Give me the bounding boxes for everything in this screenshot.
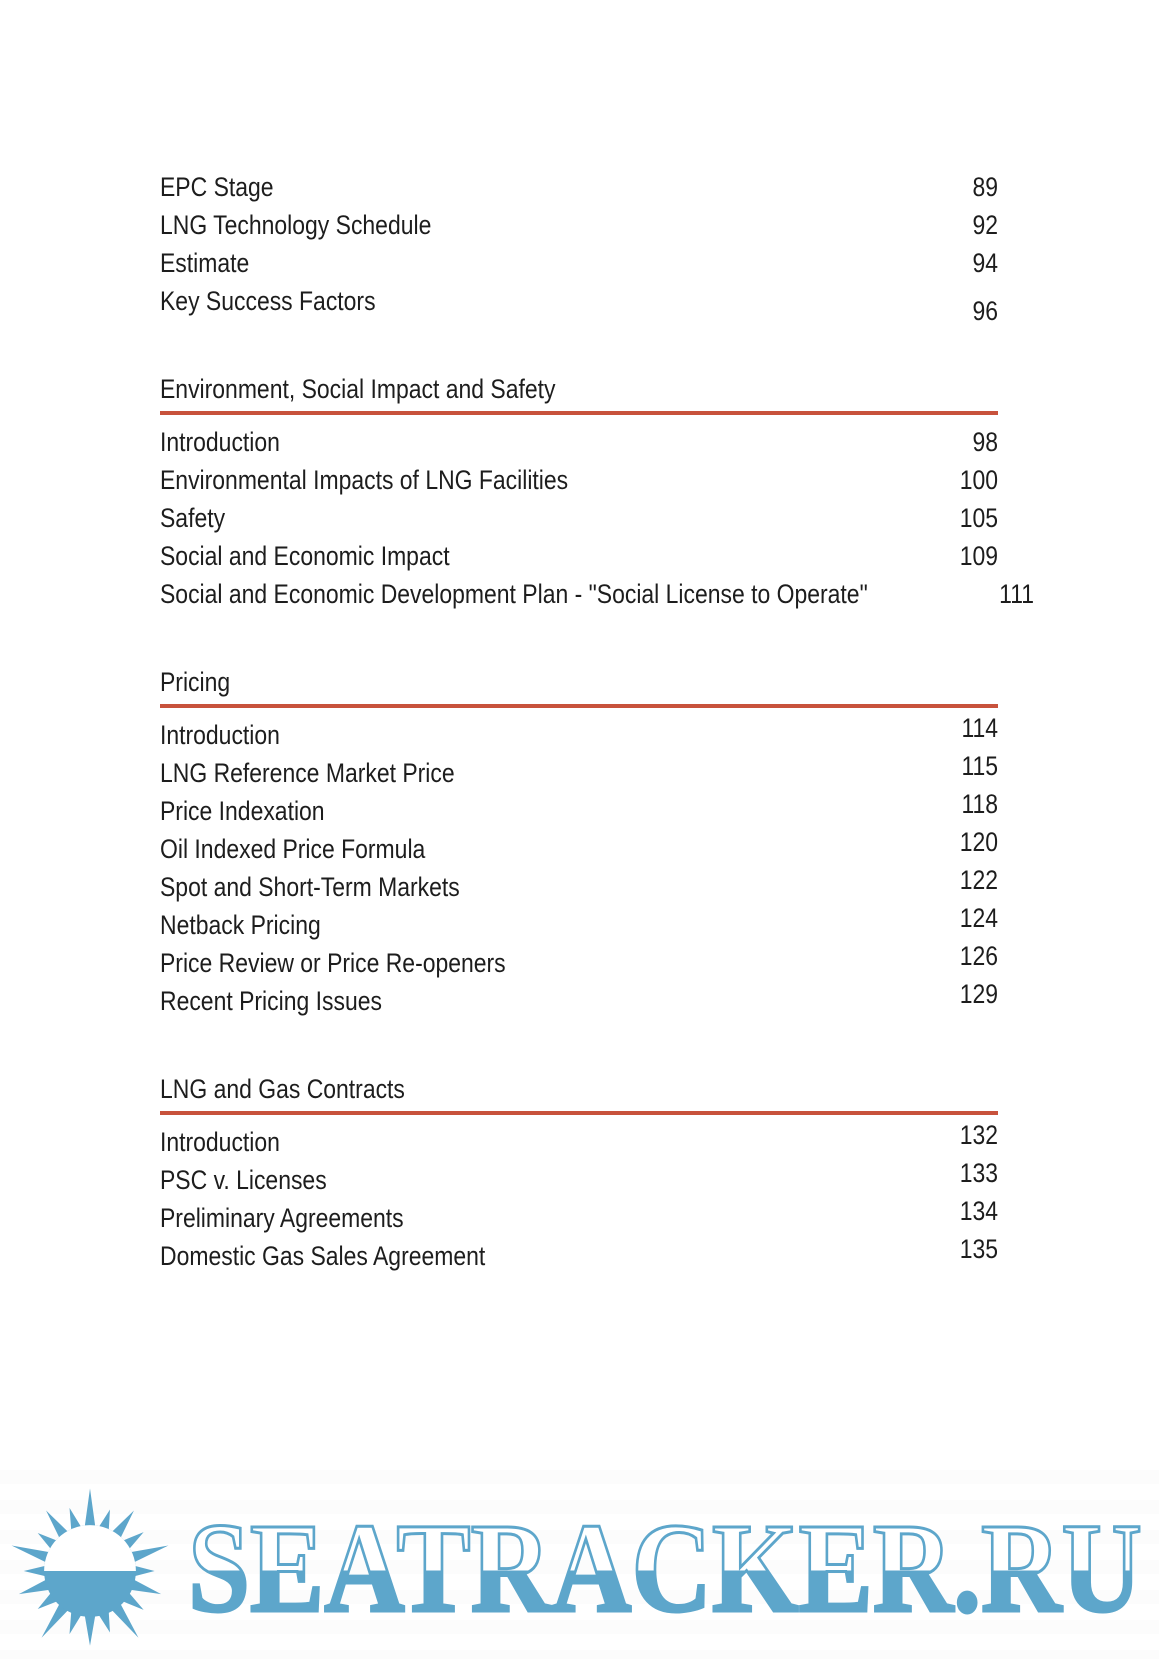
toc-row: Social and Economic Development Plan - "…	[160, 575, 1034, 613]
toc-row: Netback Pricing 124	[160, 903, 998, 944]
watermark-text: SEATRACKER.RU SEATRACKER.RU	[187, 1503, 1144, 1634]
sun-logo-icon	[11, 1488, 169, 1646]
toc-row: Oil Indexed Price Formula 120	[160, 827, 998, 868]
toc-item-page: 114	[961, 713, 998, 743]
toc-item-label: LNG Reference Market Price	[160, 758, 455, 788]
section-heading: LNG and Gas Contracts	[160, 1074, 405, 1104]
toc-item-page: 109	[959, 541, 998, 571]
toc-row: Safety 105	[160, 499, 998, 537]
toc-item-label: Oil Indexed Price Formula	[160, 834, 426, 864]
section-heading-group: Environment, Social Impact and Safety	[160, 370, 998, 415]
toc-item-label: LNG Technology Schedule	[160, 210, 432, 240]
toc-section: Pricing Introduction 114 LNG Reference M…	[160, 663, 998, 1020]
toc-item-label: Recent Pricing Issues	[160, 986, 382, 1016]
toc-item-page: 126	[959, 941, 998, 971]
toc-row: Introduction 132	[160, 1120, 998, 1161]
toc-item-page: 89	[972, 172, 998, 202]
toc-row: Price Review or Price Re-openers 126	[160, 941, 998, 982]
toc-item-label: PSC v. Licenses	[160, 1165, 327, 1195]
section-rule	[160, 1111, 998, 1115]
toc-row: Introduction 98	[160, 423, 998, 461]
toc-item-page: 115	[961, 751, 998, 781]
toc-row: Key Success Factors 96	[160, 282, 998, 326]
section-heading-group: LNG and Gas Contracts	[160, 1070, 998, 1115]
toc: EPC Stage 89 LNG Technology Schedule 92 …	[160, 160, 1034, 1275]
toc-item-page: 96	[972, 296, 998, 326]
toc-item-label: EPC Stage	[160, 172, 274, 202]
toc-item-label: Social and Economic Development Plan - "…	[160, 579, 868, 609]
section-heading: Environment, Social Impact and Safety	[160, 374, 556, 404]
toc-item-label: Environmental Impacts of LNG Facilities	[160, 465, 569, 495]
toc-item-page: 100	[959, 465, 998, 495]
toc-rows: EPC Stage 89 LNG Technology Schedule 92 …	[160, 168, 998, 326]
toc-row: Price Indexation 118	[160, 789, 998, 830]
toc-item-page: 94	[972, 248, 998, 278]
toc-section: LNG and Gas Contracts Introduction 132 P…	[160, 1070, 998, 1275]
toc-row: LNG Reference Market Price 115	[160, 751, 998, 792]
toc-rows: Introduction 114 LNG Reference Market Pr…	[160, 713, 998, 1020]
toc-item-page: 122	[959, 865, 998, 895]
toc-item-page: 133	[959, 1158, 998, 1188]
toc-row: LNG Technology Schedule 92	[160, 206, 998, 244]
toc-item-page: 105	[959, 503, 998, 533]
toc-item-label: Estimate	[160, 248, 250, 278]
toc-row: Spot and Short-Term Markets 122	[160, 865, 998, 906]
section-rule	[160, 411, 998, 415]
toc-row: PSC v. Licenses 133	[160, 1158, 998, 1199]
sun-dome	[44, 1525, 136, 1571]
watermark-text-fill: SEATRACKER.RU	[188, 1497, 1142, 1639]
toc-item-page: 134	[959, 1196, 998, 1226]
toc-rows: Introduction 98 Environmental Impacts of…	[160, 423, 1034, 613]
toc-rows: Introduction 132 PSC v. Licenses 133 Pre…	[160, 1120, 998, 1275]
toc-section: EPC Stage 89 LNG Technology Schedule 92 …	[160, 168, 998, 326]
toc-item-label: Netback Pricing	[160, 910, 321, 940]
toc-item-label: Price Review or Price Re-openers	[160, 948, 506, 978]
toc-item-label: Preliminary Agreements	[160, 1203, 404, 1233]
watermark: SEATRACKER.RU SEATRACKER.RU	[0, 1470, 1159, 1659]
toc-row: Estimate 94	[160, 244, 998, 282]
toc-section: Environment, Social Impact and Safety In…	[160, 370, 1034, 613]
toc-row: Domestic Gas Sales Agreement 135	[160, 1234, 998, 1275]
toc-item-label: Price Indexation	[160, 796, 325, 826]
toc-row: Preliminary Agreements 134	[160, 1196, 998, 1237]
toc-row: Environmental Impacts of LNG Facilities …	[160, 461, 998, 499]
toc-item-label: Introduction	[160, 1127, 280, 1157]
toc-item-page: 111	[998, 579, 1034, 609]
toc-row: Social and Economic Impact 109	[160, 537, 998, 575]
section-rule	[160, 704, 998, 708]
toc-item-page: 129	[959, 979, 998, 1009]
toc-item-label: Introduction	[160, 427, 280, 457]
toc-item-label: Domestic Gas Sales Agreement	[160, 1241, 486, 1271]
toc-item-label: Social and Economic Impact	[160, 541, 450, 571]
toc-row: Introduction 114	[160, 713, 998, 754]
toc-item-page: 120	[959, 827, 998, 857]
toc-item-label: Key Success Factors	[160, 286, 376, 316]
watermark-text-outline: SEATRACKER.RU	[187, 1497, 1144, 1639]
toc-item-label: Safety	[160, 503, 226, 533]
toc-item-page: 92	[972, 210, 998, 240]
toc-item-page: 98	[972, 427, 998, 457]
toc-item-page: 132	[959, 1120, 998, 1150]
toc-item-page: 118	[961, 789, 998, 819]
toc-row: Recent Pricing Issues 129	[160, 979, 998, 1020]
toc-row: EPC Stage 89	[160, 168, 998, 206]
section-heading: Pricing	[160, 667, 231, 697]
toc-item-label: Spot and Short-Term Markets	[160, 872, 460, 902]
section-heading-group: Pricing	[160, 663, 998, 708]
toc-item-page: 124	[959, 903, 998, 933]
toc-item-label: Introduction	[160, 720, 280, 750]
toc-item-page: 135	[959, 1234, 998, 1264]
